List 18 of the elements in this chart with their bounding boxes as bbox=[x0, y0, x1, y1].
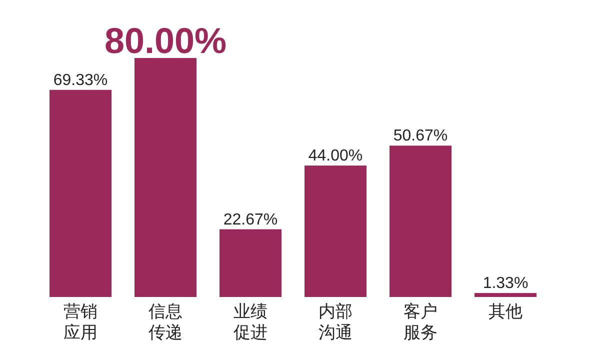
data-label: 1.33% bbox=[482, 275, 528, 292]
data-label: 80.00% bbox=[104, 20, 227, 61]
x-tick-label: 营销应用 bbox=[64, 302, 98, 342]
data-label: 69.33% bbox=[53, 72, 108, 89]
bar bbox=[304, 166, 366, 297]
x-tick-label: 其他 bbox=[488, 302, 522, 321]
x-tick-label: 业绩促进 bbox=[234, 302, 268, 342]
bar bbox=[474, 293, 536, 297]
data-label: 22.67% bbox=[223, 211, 278, 228]
data-label: 44.00% bbox=[308, 148, 363, 165]
data-label: 50.67% bbox=[393, 128, 448, 145]
bar bbox=[390, 146, 452, 297]
x-tick-label: 内部沟通 bbox=[318, 302, 352, 342]
bar bbox=[134, 58, 196, 297]
bar bbox=[220, 229, 282, 297]
x-tick-label: 信息传递 bbox=[148, 302, 182, 342]
x-tick-label: 客户服务 bbox=[404, 302, 438, 342]
bar bbox=[50, 90, 112, 297]
